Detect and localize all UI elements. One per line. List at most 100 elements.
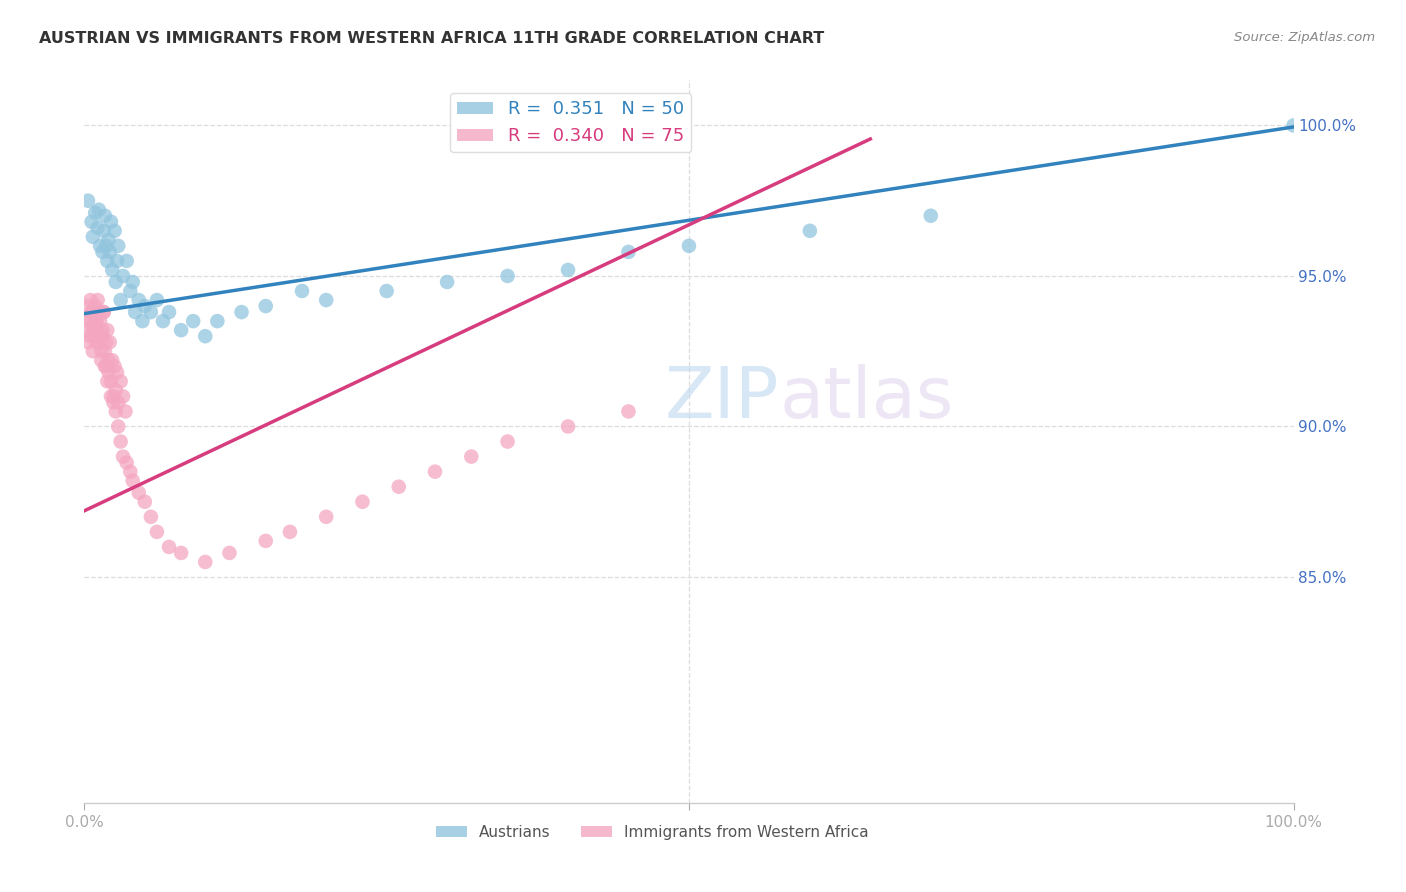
Point	[131, 314, 153, 328]
Point	[423, 465, 446, 479]
Point	[218, 546, 240, 560]
Point	[84, 299, 107, 313]
Point	[128, 293, 150, 307]
Point	[112, 389, 135, 403]
Point	[84, 206, 107, 220]
Point	[94, 359, 117, 374]
Point	[93, 224, 115, 238]
Point	[170, 546, 193, 560]
Point	[87, 305, 110, 319]
Point	[87, 202, 110, 217]
Point	[96, 323, 118, 337]
Point	[91, 244, 114, 259]
Point	[94, 209, 117, 223]
Point	[82, 320, 104, 334]
Point	[107, 239, 129, 253]
Point	[146, 524, 169, 539]
Legend: Austrians, Immigrants from Western Africa: Austrians, Immigrants from Western Afric…	[430, 819, 875, 846]
Point	[98, 244, 121, 259]
Point	[291, 284, 314, 298]
Point	[76, 323, 98, 337]
Point	[181, 314, 204, 328]
Text: AUSTRIAN VS IMMIGRANTS FROM WESTERN AFRICA 11TH GRADE CORRELATION CHART: AUSTRIAN VS IMMIGRANTS FROM WESTERN AFRI…	[39, 31, 824, 46]
Point	[94, 335, 117, 350]
Point	[207, 314, 229, 328]
Point	[105, 254, 128, 268]
Point	[139, 305, 162, 319]
Point	[86, 335, 108, 350]
Point	[315, 293, 337, 307]
Point	[97, 353, 120, 368]
Point	[96, 254, 118, 268]
Point	[194, 329, 217, 343]
Point	[100, 215, 122, 229]
Point	[617, 404, 640, 418]
Point	[101, 263, 124, 277]
Point	[134, 494, 156, 508]
Point	[170, 323, 193, 337]
Point	[254, 533, 277, 548]
Point	[77, 335, 100, 350]
Point	[104, 384, 127, 398]
Point	[86, 220, 108, 235]
Point	[80, 305, 103, 319]
Point	[557, 419, 579, 434]
Point	[375, 284, 398, 298]
Point	[93, 305, 115, 319]
Point	[91, 323, 114, 337]
Point	[82, 230, 104, 244]
Point	[436, 275, 458, 289]
Point	[83, 329, 105, 343]
Point	[278, 524, 301, 539]
Point	[89, 329, 111, 343]
Point	[254, 299, 277, 313]
Point	[83, 323, 105, 337]
Point	[617, 244, 640, 259]
Point	[114, 404, 136, 418]
Point	[124, 305, 146, 319]
Point	[115, 254, 138, 268]
Point	[920, 209, 942, 223]
Point	[79, 293, 101, 307]
Point	[107, 419, 129, 434]
Point	[315, 509, 337, 524]
Point	[110, 374, 132, 388]
Point	[157, 305, 180, 319]
Point	[79, 329, 101, 343]
Point	[115, 456, 138, 470]
Point	[128, 485, 150, 500]
Point	[82, 344, 104, 359]
Point	[120, 284, 142, 298]
Point	[86, 314, 108, 328]
Point	[460, 450, 482, 464]
Point	[100, 374, 122, 388]
Point	[86, 293, 108, 307]
Point	[112, 450, 135, 464]
Point	[80, 305, 103, 319]
Point	[110, 434, 132, 449]
Point	[87, 335, 110, 350]
Point	[90, 353, 112, 368]
Point	[146, 293, 169, 307]
Point	[1282, 119, 1305, 133]
Text: Source: ZipAtlas.com: Source: ZipAtlas.com	[1234, 31, 1375, 45]
Point	[84, 314, 107, 328]
Point	[100, 389, 122, 403]
Point	[94, 359, 117, 374]
Point	[104, 224, 127, 238]
Point	[104, 275, 127, 289]
Point	[101, 353, 124, 368]
Point	[80, 215, 103, 229]
Point	[103, 395, 125, 409]
Y-axis label: 11th Grade: 11th Grade	[0, 394, 8, 489]
Point	[91, 329, 114, 343]
Point	[107, 395, 129, 409]
Point	[134, 299, 156, 313]
Point	[799, 224, 821, 238]
Point	[496, 434, 519, 449]
Point	[93, 305, 115, 319]
Point	[105, 365, 128, 379]
Point	[103, 389, 125, 403]
Point	[77, 299, 100, 313]
Point	[121, 275, 143, 289]
